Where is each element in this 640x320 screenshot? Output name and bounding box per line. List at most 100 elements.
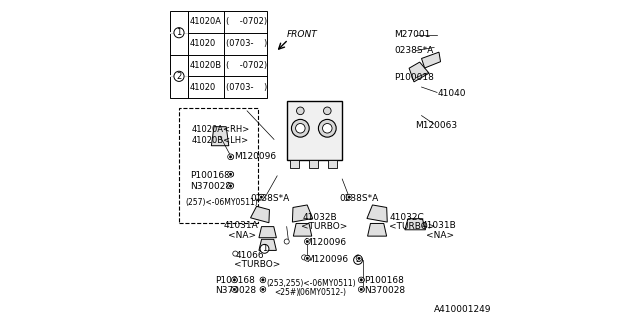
Polygon shape	[259, 227, 276, 238]
Circle shape	[260, 277, 266, 283]
Circle shape	[228, 172, 234, 177]
Text: 2: 2	[177, 72, 182, 81]
Circle shape	[360, 288, 362, 291]
Bar	[309, 160, 319, 168]
Text: 1: 1	[262, 244, 267, 253]
Text: 0238S*A: 0238S*A	[339, 194, 378, 203]
Circle shape	[291, 119, 309, 137]
Circle shape	[228, 183, 234, 189]
Polygon shape	[367, 205, 387, 222]
Text: 41032C: 41032C	[390, 212, 424, 222]
Circle shape	[233, 251, 238, 256]
Text: <TURBO>: <TURBO>	[234, 260, 280, 269]
Polygon shape	[211, 127, 228, 146]
Text: 41020B: 41020B	[189, 61, 221, 70]
Text: 2: 2	[355, 255, 361, 264]
Circle shape	[359, 277, 364, 283]
Circle shape	[284, 239, 289, 244]
Text: (06MY0512-): (06MY0512-)	[298, 288, 347, 297]
Polygon shape	[259, 239, 276, 251]
Text: M120096: M120096	[304, 238, 346, 247]
Circle shape	[359, 287, 364, 292]
Text: 41020: 41020	[189, 39, 216, 48]
Circle shape	[296, 107, 304, 115]
Bar	[170, 11, 267, 98]
Text: <TURBO>: <TURBO>	[389, 222, 436, 231]
Circle shape	[306, 257, 308, 260]
Text: 0238S*A: 0238S*A	[250, 194, 289, 203]
Circle shape	[229, 156, 232, 158]
Polygon shape	[422, 52, 440, 68]
Circle shape	[260, 196, 262, 198]
Text: N370028: N370028	[215, 285, 257, 295]
Text: (253,255)<-06MY0511): (253,255)<-06MY0511)	[266, 279, 356, 288]
Text: (0703-    ): (0703- )	[226, 39, 267, 48]
Text: 41031B: 41031B	[422, 220, 456, 229]
Polygon shape	[250, 206, 269, 223]
Text: 41031A: 41031A	[223, 220, 258, 229]
Circle shape	[323, 124, 332, 133]
Text: FRONT: FRONT	[287, 30, 317, 39]
Text: (0703-    ): (0703- )	[226, 83, 267, 92]
Text: A410001249: A410001249	[434, 305, 492, 314]
Text: 41020B<LH>: 41020B<LH>	[191, 136, 249, 146]
Circle shape	[232, 287, 237, 292]
Circle shape	[358, 277, 364, 283]
Circle shape	[232, 287, 237, 292]
Circle shape	[319, 119, 336, 137]
Circle shape	[233, 279, 236, 281]
Bar	[328, 160, 337, 168]
Circle shape	[346, 195, 351, 200]
Polygon shape	[293, 223, 312, 236]
Text: P100168: P100168	[190, 172, 230, 180]
Text: <NA>: <NA>	[228, 231, 256, 240]
Text: M120096: M120096	[234, 152, 276, 161]
Circle shape	[259, 194, 264, 200]
Text: 1: 1	[177, 28, 182, 37]
Text: 0238S*A: 0238S*A	[394, 46, 434, 55]
Text: 41066: 41066	[236, 251, 264, 260]
Circle shape	[260, 244, 269, 253]
Text: <NA>: <NA>	[426, 231, 454, 240]
Circle shape	[356, 255, 360, 260]
Circle shape	[305, 239, 310, 244]
Circle shape	[356, 255, 362, 261]
Text: (    -0702): ( -0702)	[226, 17, 267, 26]
Circle shape	[232, 277, 237, 283]
Circle shape	[323, 107, 331, 115]
Circle shape	[358, 287, 364, 292]
Circle shape	[229, 173, 232, 176]
Text: M120063: M120063	[415, 121, 458, 130]
Circle shape	[174, 28, 184, 38]
Text: N370028: N370028	[190, 182, 231, 191]
Text: 41020A<RH>: 41020A<RH>	[191, 125, 250, 134]
Polygon shape	[409, 62, 429, 82]
Text: <25#): <25#)	[274, 288, 300, 297]
Text: N370028: N370028	[364, 285, 406, 295]
FancyBboxPatch shape	[287, 101, 342, 160]
Text: 41040: 41040	[437, 89, 466, 98]
Circle shape	[296, 124, 305, 133]
Polygon shape	[367, 223, 387, 236]
Circle shape	[229, 185, 232, 187]
Circle shape	[305, 255, 310, 261]
Circle shape	[228, 154, 234, 160]
Text: P100168: P100168	[364, 276, 404, 285]
Text: M27001: M27001	[394, 30, 431, 39]
Circle shape	[228, 154, 234, 159]
Circle shape	[301, 255, 307, 260]
Circle shape	[358, 257, 360, 260]
Text: M120096: M120096	[306, 255, 348, 264]
Text: 41032B: 41032B	[303, 212, 337, 222]
Circle shape	[259, 195, 264, 200]
Circle shape	[260, 287, 266, 292]
Circle shape	[348, 196, 351, 198]
Circle shape	[262, 279, 264, 281]
Circle shape	[306, 240, 308, 243]
Circle shape	[232, 277, 237, 283]
Circle shape	[228, 183, 234, 188]
Circle shape	[346, 194, 352, 200]
Text: 41020: 41020	[189, 83, 216, 92]
Circle shape	[260, 277, 266, 283]
Circle shape	[174, 71, 184, 81]
